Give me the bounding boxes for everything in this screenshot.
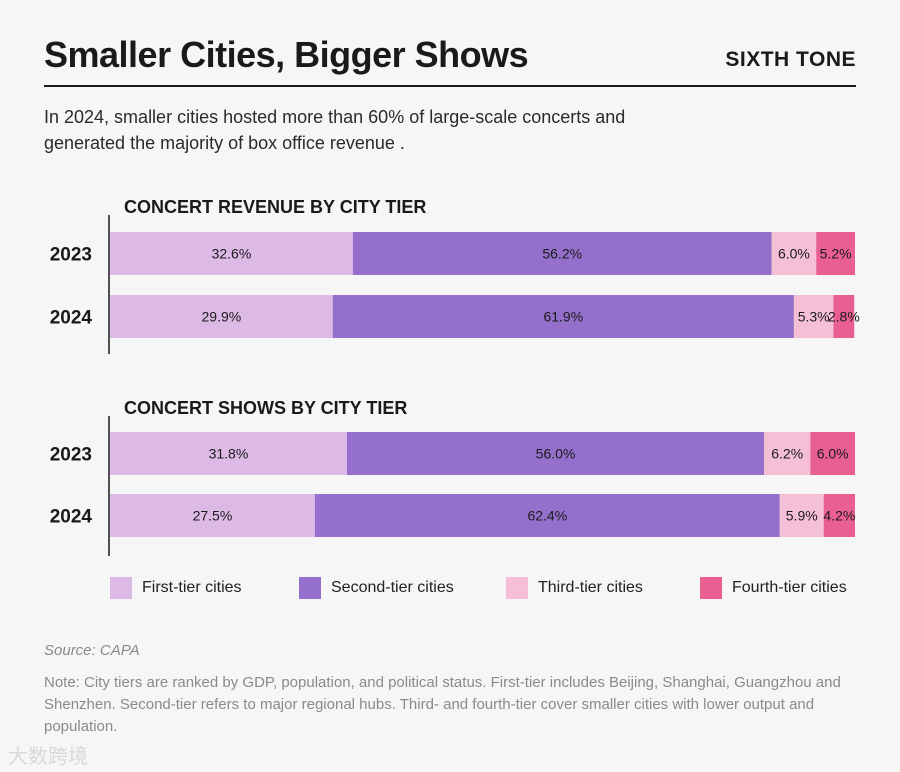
legend-label-second-tier: Second-tier cities xyxy=(331,579,454,596)
panel-1-row-1-value-third-tier: 5.9% xyxy=(786,508,818,524)
panel-1-row-0-bar-second-tier xyxy=(346,432,765,475)
panel-1-row-1-bar-second-tier xyxy=(314,494,780,537)
source-text: Source: CAPA xyxy=(44,642,140,659)
panel-0-row-1-value-third-tier: 5.3% xyxy=(798,309,830,325)
panel-0-row-0-bar-second-tier xyxy=(352,232,772,275)
panel-1-row-1-label: 2024 xyxy=(50,507,93,528)
panel-0-row-1-value-first-tier: 29.9% xyxy=(202,309,242,325)
legend-swatch-second-tier xyxy=(299,577,321,599)
legend-swatch-first-tier xyxy=(110,577,132,599)
panel-0-row-0-value-fourth-tier: 5.2% xyxy=(820,246,852,262)
panel-1-row-0-bar-first-tier xyxy=(110,432,347,475)
panel-0-row-1-value-fourth-tier: 2.8% xyxy=(828,309,860,325)
panel-0-row-0-bar-fourth-tier xyxy=(816,232,855,275)
panel-0-row-1-value-second-tier: 61.9% xyxy=(543,309,583,325)
panel-0-row-0-value-third-tier: 6.0% xyxy=(778,246,810,262)
legend-label-third-tier: Third-tier cities xyxy=(538,579,643,596)
panel-0-row-0-value-second-tier: 56.2% xyxy=(542,246,582,262)
panel-1-row-1-bar-third-tier xyxy=(779,494,824,537)
legend-item-fourth-tier: Fourth-tier cities xyxy=(700,576,847,600)
panel-1-row-0-label: 2023 xyxy=(50,445,92,466)
legend-item-third-tier: Third-tier cities xyxy=(506,576,643,600)
panel-1-row-0-bar-fourth-tier xyxy=(810,432,855,475)
subtitle: In 2024, smaller cities hosted more than… xyxy=(44,107,626,153)
panel-1-row-0-value-third-tier: 6.2% xyxy=(771,446,803,462)
panel-0-row-0-bar-first-tier xyxy=(110,232,353,275)
note-text: Note: City tiers are ranked by GDP, popu… xyxy=(44,674,841,735)
panel-1-title: CONCERT SHOWS BY CITY TIER xyxy=(124,398,407,418)
panel-1-row-0-value-first-tier: 31.8% xyxy=(209,446,249,462)
panel-0-row-1-bar-second-tier xyxy=(332,295,794,338)
watermark-logo: 大数跨境 xyxy=(8,746,88,768)
panel-0-row-0-value-first-tier: 32.6% xyxy=(212,246,252,262)
legend-item-first-tier: First-tier cities xyxy=(110,576,242,600)
page-title: Smaller Cities, Bigger Shows xyxy=(44,34,529,75)
legend-item-second-tier: Second-tier cities xyxy=(299,576,454,600)
panel-0-row-1-bar-third-tier xyxy=(793,295,834,338)
panel-1-row-1-value-second-tier: 62.4% xyxy=(527,508,567,524)
panel-1-row-1-value-fourth-tier: 4.2% xyxy=(823,508,855,524)
panel-1-row-1-bar-fourth-tier xyxy=(823,494,855,537)
brand-logo: SIXTH TONE xyxy=(725,48,856,71)
legend-label-fourth-tier: Fourth-tier cities xyxy=(732,579,847,596)
panel-1-row-1-value-first-tier: 27.5% xyxy=(193,508,233,524)
panel-1-row-0-value-fourth-tier: 6.0% xyxy=(817,446,849,462)
panel-0-row-1-bar-fourth-tier xyxy=(833,295,855,338)
panel-1-row-0-value-second-tier: 56.0% xyxy=(536,446,576,462)
legend-label-first-tier: First-tier cities xyxy=(142,579,242,596)
panel-1-row-0-bar-third-tier xyxy=(764,432,811,475)
panel-0-row-0-bar-third-tier xyxy=(771,232,817,275)
panel-0-row-1-label: 2024 xyxy=(50,308,93,329)
panel-0-row-0-label: 2023 xyxy=(50,245,92,266)
panel-0-title: CONCERT REVENUE BY CITY TIER xyxy=(124,197,426,217)
legend-swatch-third-tier xyxy=(506,577,528,599)
title-divider xyxy=(44,85,856,87)
panel-1-row-1-bar-first-tier xyxy=(110,494,315,537)
legend-swatch-fourth-tier xyxy=(700,577,722,599)
panel-0-row-1-bar-first-tier xyxy=(110,295,333,338)
